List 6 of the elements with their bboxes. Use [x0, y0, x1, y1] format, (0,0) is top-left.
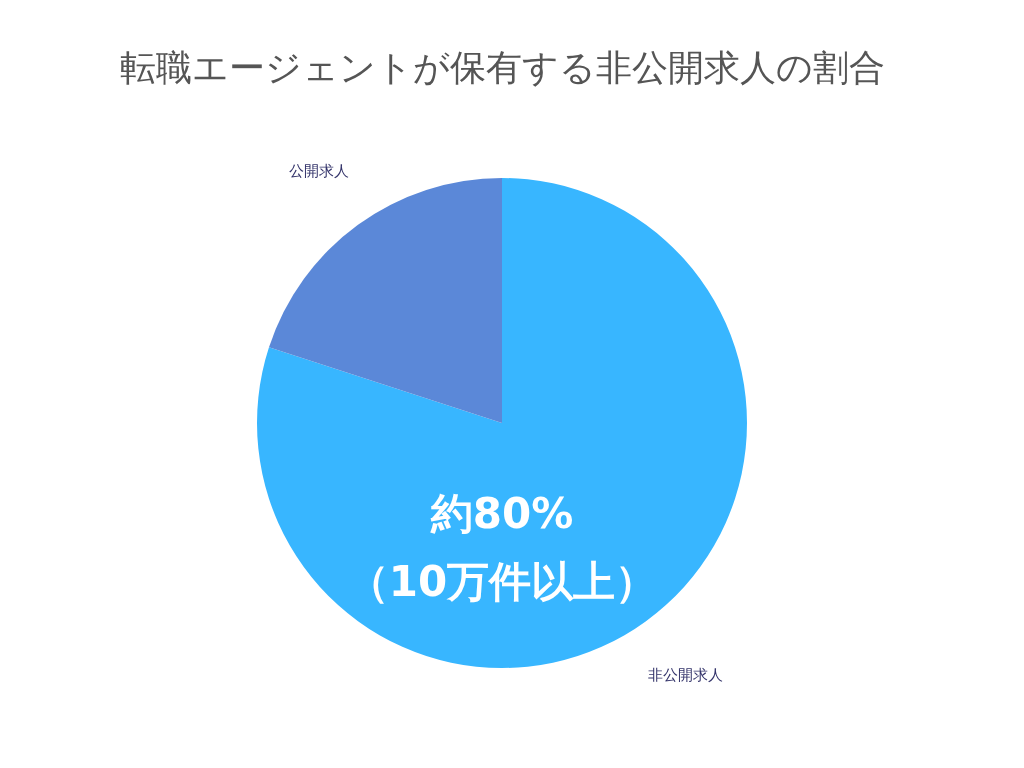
- chart-title: 転職エージェントが保有する非公開求人の割合: [119, 47, 885, 88]
- slice-label: 公開求人: [288, 161, 349, 180]
- pie-slice: [257, 178, 747, 668]
- pie-slice: [268, 178, 502, 423]
- text: 約80% （10万件以上）: [346, 489, 658, 606]
- slice-label: 非公開求人: [647, 666, 723, 685]
